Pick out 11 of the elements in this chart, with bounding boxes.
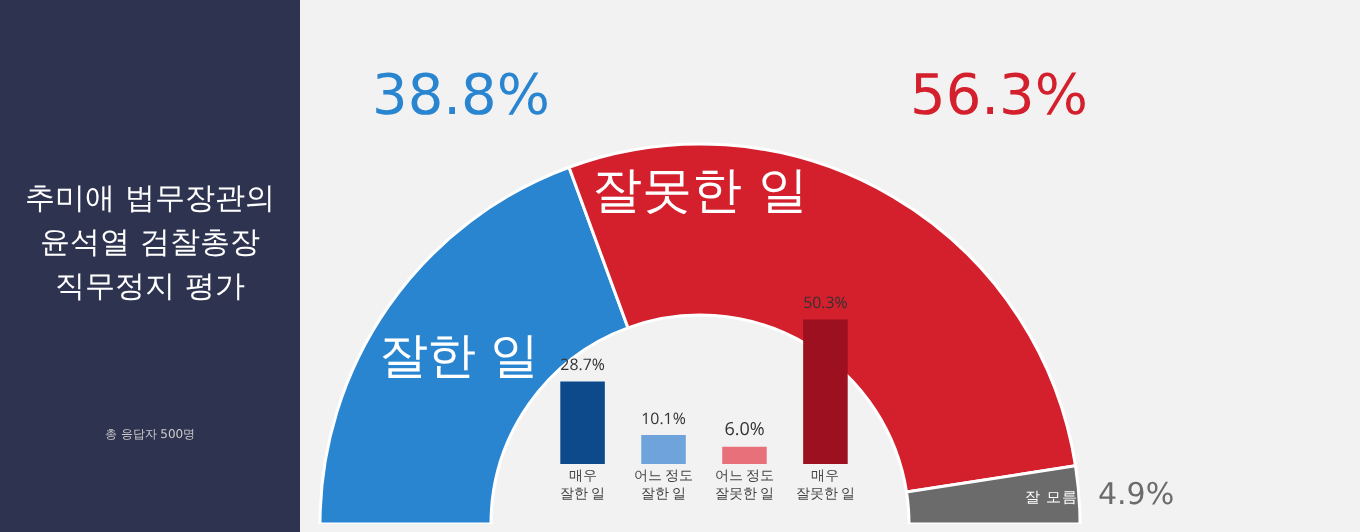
slice-label: 잘한 일 — [378, 325, 539, 384]
data-label: 6.0% — [724, 414, 765, 441]
bar — [641, 435, 686, 464]
data-label: 38.8% — [372, 62, 550, 128]
bar — [803, 319, 848, 464]
data-label: 4.9% — [1098, 476, 1175, 512]
slice-label: 잘못한 일 — [592, 161, 808, 220]
text: 추미애 법무장관의 윤석열 검찰총장 직무정지 평가 — [23, 178, 277, 308]
bar — [560, 381, 605, 464]
data-label: 56.3% — [910, 62, 1088, 128]
bar — [722, 446, 767, 464]
